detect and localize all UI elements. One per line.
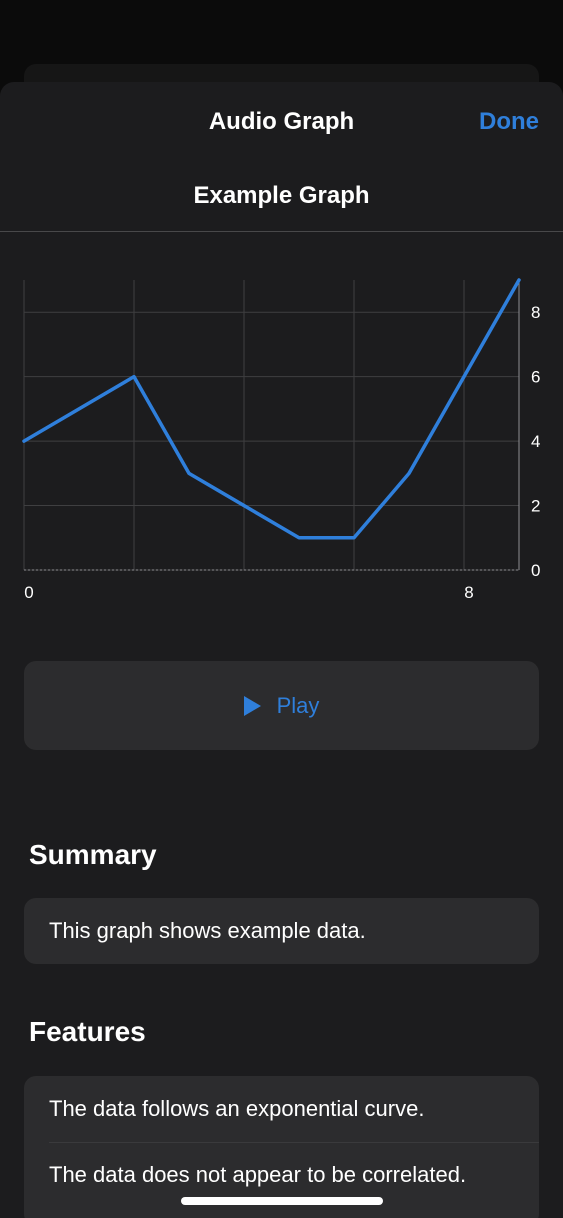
play-icon — [243, 695, 261, 716]
graph-title: Example Graph — [193, 182, 370, 209]
play-button[interactable]: Play — [24, 661, 539, 750]
features-card: The data follows an exponential curve. T… — [24, 1076, 539, 1218]
summary-card: This graph shows example data. — [24, 898, 539, 964]
y-tick-label: 6 — [531, 368, 540, 387]
x-tick-label: 0 — [24, 583, 33, 602]
audio-graph-sheet: Audio Graph Done Example Graph 0 2 4 6 8 0 8 P… — [0, 82, 563, 1218]
header-divider — [0, 231, 563, 232]
series-line — [22, 278, 521, 540]
summary-title: Summary — [29, 839, 157, 870]
y-tick-label: 8 — [531, 303, 540, 322]
line-chart: 0 2 4 6 8 0 8 — [22, 278, 540, 602]
nav-title: Audio Graph — [208, 108, 355, 135]
summary-text: This graph shows example data. — [49, 918, 366, 943]
features-title: Features — [29, 1016, 146, 1047]
y-tick-label: 4 — [531, 432, 540, 451]
play-label: Play — [276, 692, 320, 718]
done-button[interactable]: Done — [479, 108, 539, 135]
y-tick-label: 2 — [531, 497, 540, 516]
y-tick-label: 0 — [531, 561, 540, 580]
feature-item: The data follows an exponential curve. — [49, 1096, 425, 1121]
x-tick-label: 8 — [464, 583, 473, 602]
feature-item: The data does not appear to be correlate… — [24, 1142, 539, 1208]
home-indicator — [181, 1197, 383, 1205]
